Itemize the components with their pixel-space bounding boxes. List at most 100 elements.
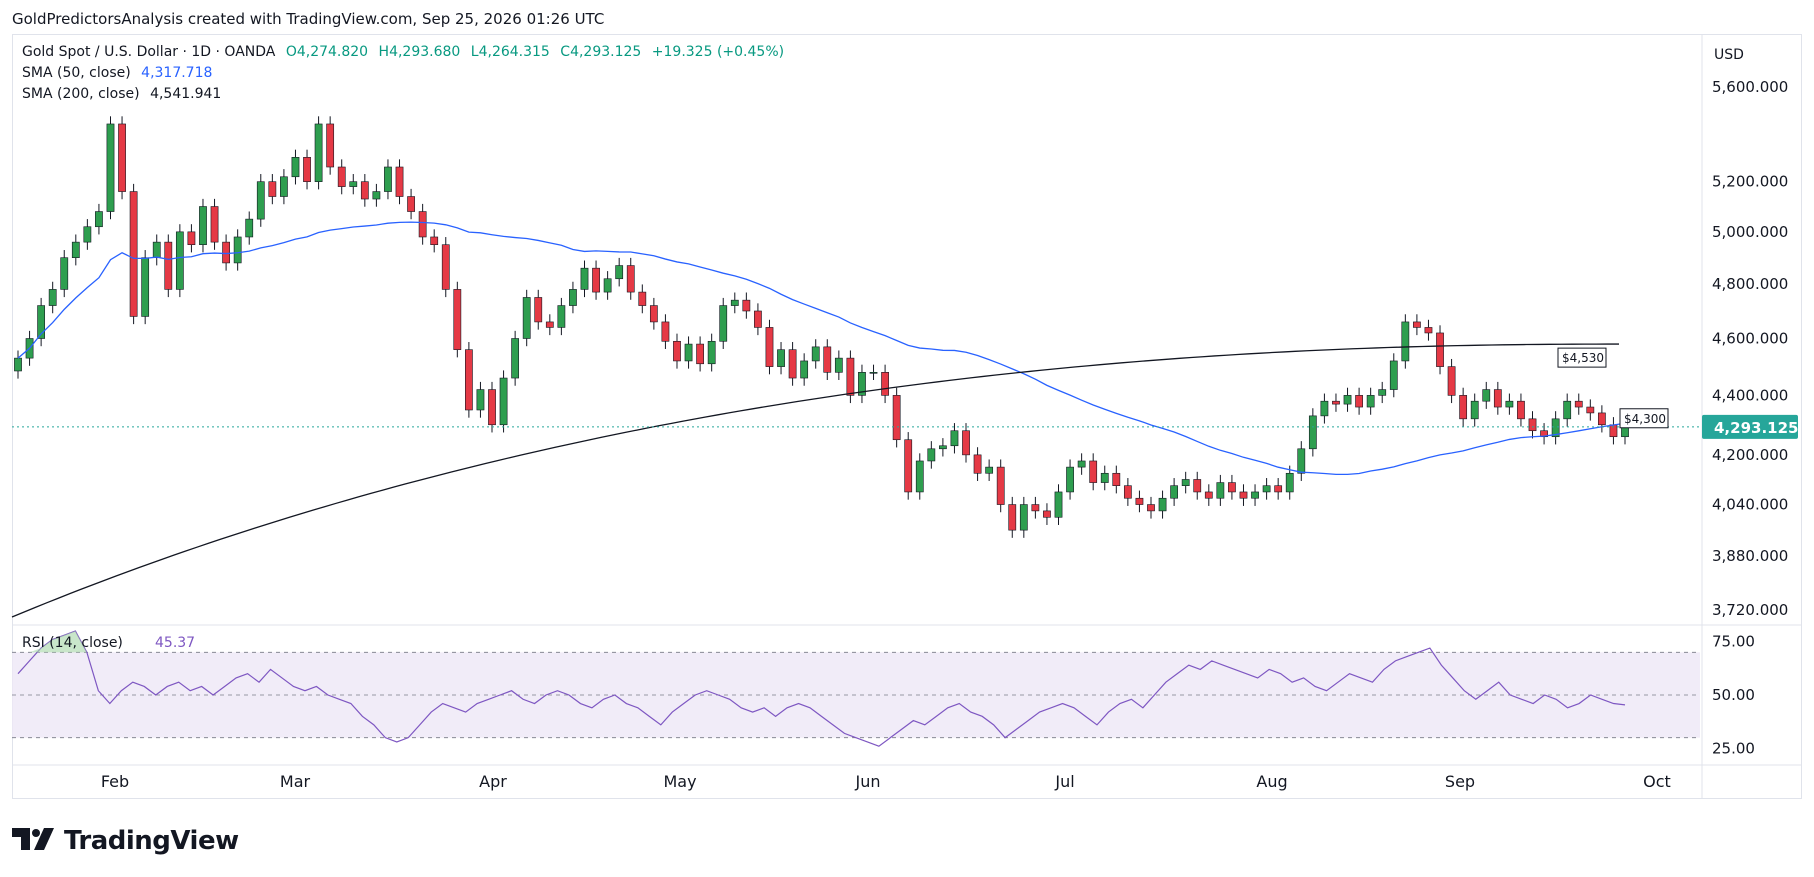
candle-body xyxy=(869,372,878,374)
price-annotation-box xyxy=(1619,408,1669,429)
time-tick-label: Feb xyxy=(101,772,129,791)
candle-body xyxy=(465,349,473,411)
candle-body xyxy=(1066,466,1074,493)
candle-body xyxy=(1019,504,1028,531)
candle-body xyxy=(904,439,913,493)
candle-body xyxy=(1147,504,1155,512)
candle-body xyxy=(1355,395,1363,408)
time-tick-label: May xyxy=(663,772,696,791)
candle-body xyxy=(187,231,196,246)
candle-body xyxy=(1089,460,1098,483)
tradingview-logo-icon xyxy=(12,828,54,850)
candle-body xyxy=(985,466,994,474)
candle-body xyxy=(37,305,46,339)
candle-body xyxy=(823,346,832,373)
candle-body xyxy=(1389,360,1398,390)
sma200-label: SMA (200, close) xyxy=(22,86,140,102)
candle-body xyxy=(950,430,959,447)
candle-body xyxy=(569,289,577,306)
candle-body xyxy=(962,430,970,456)
legend-symbol: Gold Spot / U.S. Dollar · 1D · OANDA xyxy=(22,44,276,60)
candle-body xyxy=(430,236,439,246)
candle-body xyxy=(1459,395,1468,420)
candle-body xyxy=(684,343,693,362)
candle-body xyxy=(1181,479,1190,486)
candle-body xyxy=(1135,497,1144,505)
candle-body xyxy=(48,289,57,306)
candle-body xyxy=(499,377,508,426)
candle-body xyxy=(407,196,415,212)
candle-body xyxy=(141,257,150,317)
tradingview-logo[interactable]: TradingView xyxy=(12,826,239,856)
candle-body xyxy=(1343,395,1352,405)
last-price-label: 4,293.125 xyxy=(1714,419,1798,437)
rsi-line xyxy=(17,630,1626,747)
candle-body xyxy=(280,176,288,197)
candle-body xyxy=(939,445,947,450)
candle-body xyxy=(1332,400,1340,405)
candle-body xyxy=(973,454,982,474)
candle-body xyxy=(649,305,658,323)
candle-body xyxy=(488,389,496,426)
candle-body xyxy=(858,372,866,396)
candle-body xyxy=(1517,400,1525,420)
price-tick-label: 4,400.000 xyxy=(1712,386,1788,404)
price-tick-label: 5,000.000 xyxy=(1712,223,1788,241)
tradingview-brand-text: TradingView xyxy=(64,826,239,856)
chart-frame xyxy=(12,34,1802,799)
candle-body xyxy=(60,257,69,290)
candle-body xyxy=(441,244,450,290)
candle-body xyxy=(1470,400,1479,420)
candle-body xyxy=(881,372,889,396)
candle-body xyxy=(199,206,207,246)
candle-body xyxy=(1320,400,1329,417)
candle-body xyxy=(291,157,300,178)
candle-body xyxy=(1308,415,1317,450)
sma200-value: 4,541.941 xyxy=(150,86,222,102)
candle-body xyxy=(372,191,381,200)
candle-body xyxy=(1077,460,1086,468)
candle-body xyxy=(14,357,22,372)
price-annotation-box xyxy=(1557,347,1607,368)
candle-body xyxy=(730,299,739,306)
candle-body xyxy=(1401,321,1410,362)
price-tick-label: 5,200.000 xyxy=(1712,173,1788,191)
candle-body xyxy=(811,346,820,362)
candle-body xyxy=(1586,406,1595,414)
sma50-value: 4,317.718 xyxy=(141,65,213,81)
candle-body xyxy=(638,291,647,306)
candle-body xyxy=(534,297,543,323)
candle-body xyxy=(511,338,520,379)
candle-body xyxy=(384,166,392,192)
candle-body xyxy=(95,211,103,228)
candle-body xyxy=(71,241,80,258)
legend-open: O4,274.820 xyxy=(285,44,369,60)
sma50-label: SMA (50, close) xyxy=(22,65,131,81)
legend-close: C4,293.125 xyxy=(560,44,642,60)
candle-body xyxy=(1112,472,1121,486)
candle-body xyxy=(222,241,230,264)
candle-body xyxy=(1228,482,1236,493)
candle-body xyxy=(129,191,138,317)
candle-body xyxy=(1574,400,1583,408)
candle-body xyxy=(453,289,462,350)
candle-body xyxy=(83,226,92,243)
time-tick-label: Mar xyxy=(280,772,311,791)
candle-body xyxy=(1262,485,1271,493)
price-annotation-label: $4,530 xyxy=(1562,351,1604,365)
currency-selector[interactable]: USD xyxy=(1714,47,1744,63)
candle-body xyxy=(892,395,901,441)
candle-body xyxy=(1100,472,1109,483)
candle-body xyxy=(1008,504,1017,531)
candle-body xyxy=(268,181,277,197)
candle-body xyxy=(557,305,566,328)
rsi-tick-label: 50.00 xyxy=(1712,686,1755,704)
candle-body xyxy=(303,157,311,182)
candle-body xyxy=(777,349,785,367)
rsi-overbought-fill xyxy=(18,631,99,653)
candle-body xyxy=(1366,395,1375,408)
candle-body xyxy=(788,349,797,379)
time-tick-label: Jul xyxy=(1054,772,1074,791)
legend-change: +19.325 (+0.45%) xyxy=(651,44,785,60)
